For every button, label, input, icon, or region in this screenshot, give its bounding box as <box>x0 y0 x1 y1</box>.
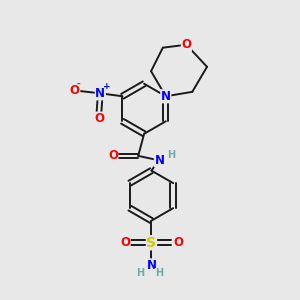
Text: N: N <box>95 87 105 100</box>
Text: N: N <box>154 154 164 167</box>
Text: -: - <box>77 80 80 89</box>
Text: O: O <box>108 149 118 162</box>
Text: O: O <box>94 112 104 125</box>
Text: H: H <box>155 268 163 278</box>
Text: O: O <box>173 236 183 249</box>
Text: O: O <box>120 236 130 249</box>
Text: N: N <box>161 90 171 103</box>
Text: N: N <box>146 259 157 272</box>
Text: +: + <box>103 82 111 91</box>
Text: O: O <box>182 38 191 51</box>
Text: S: S <box>146 236 157 250</box>
Text: H: H <box>136 268 144 278</box>
Text: H: H <box>167 150 175 160</box>
Text: O: O <box>70 85 80 98</box>
